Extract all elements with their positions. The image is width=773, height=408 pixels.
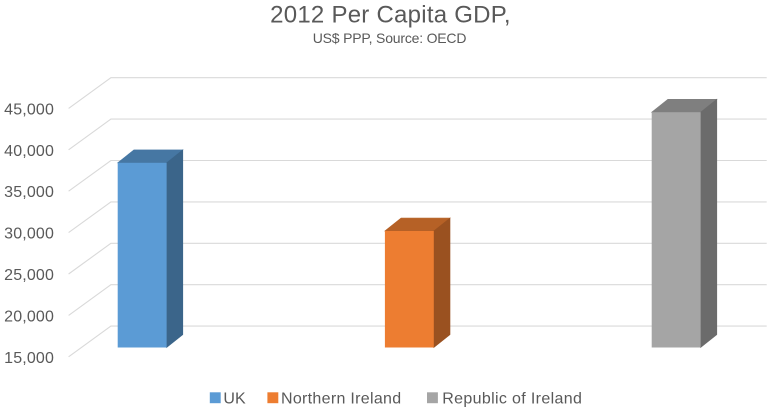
svg-text:US$ PPP, Source: OECD: US$ PPP, Source: OECD [313, 30, 467, 46]
svg-text:40,000: 40,000 [4, 143, 54, 160]
svg-text:45,000: 45,000 [4, 101, 54, 118]
svg-text:35,000: 35,000 [4, 184, 54, 201]
svg-text:30,000: 30,000 [4, 226, 54, 243]
svg-text:15,000: 15,000 [4, 350, 54, 367]
svg-text:2012 Per Capita GDP,: 2012 Per Capita GDP, [270, 2, 511, 29]
svg-text:25,000: 25,000 [4, 267, 54, 284]
svg-text:Republic of Ireland: Republic of Ireland [442, 391, 582, 408]
svg-text:20,000: 20,000 [4, 308, 54, 325]
svg-text:Northern Ireland: Northern Ireland [281, 391, 401, 408]
svg-text:UK: UK [223, 391, 246, 408]
